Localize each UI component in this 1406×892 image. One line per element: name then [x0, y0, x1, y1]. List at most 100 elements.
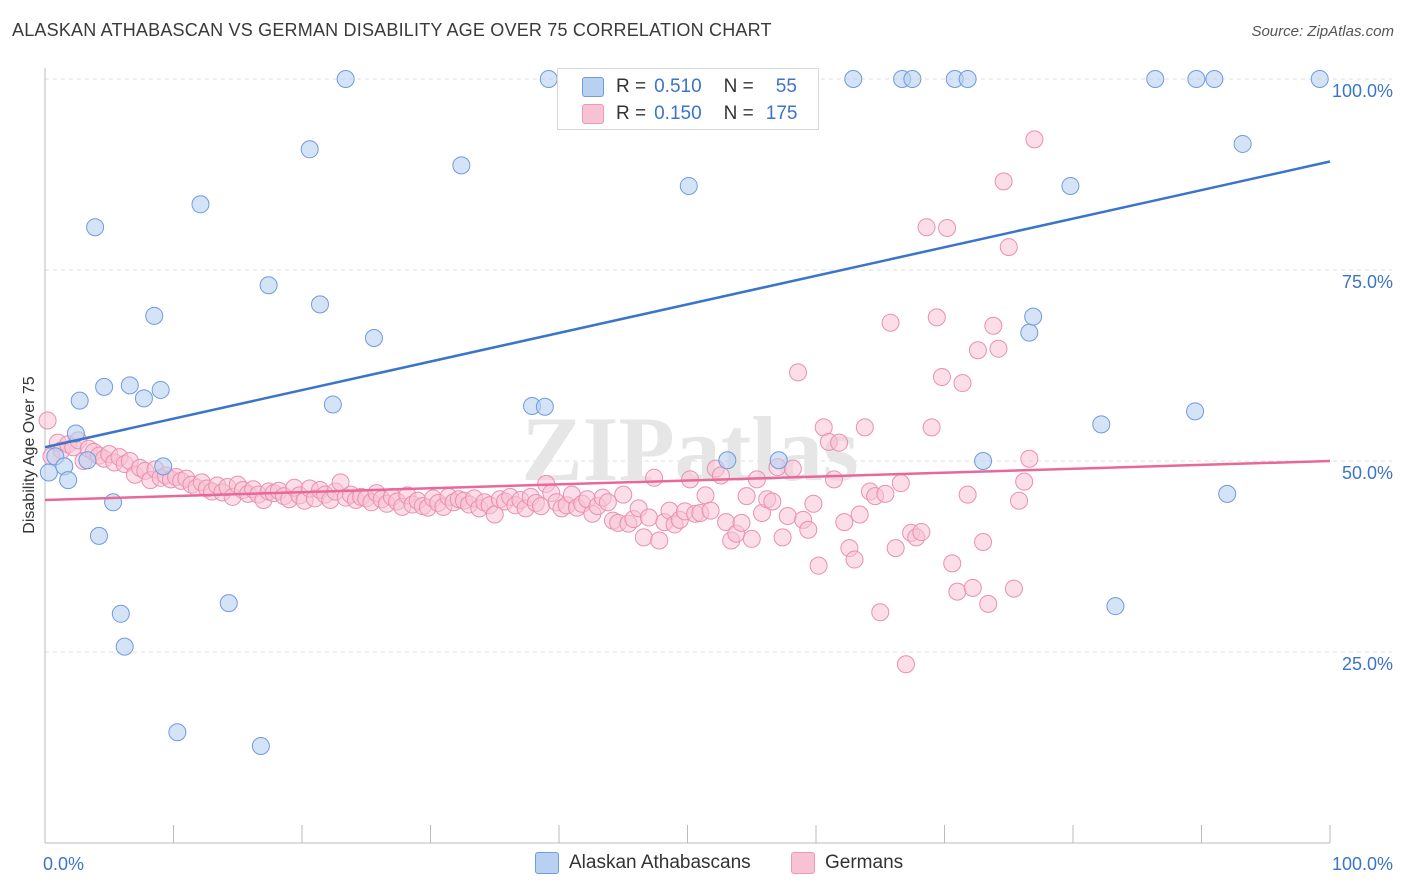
germans-point — [953, 374, 972, 393]
alaskan-athabascans-point — [300, 140, 319, 159]
germans-point — [932, 367, 951, 386]
alaskan-athabascans-point — [111, 604, 130, 623]
germans-point — [598, 493, 617, 512]
alaskan-athabascans-point — [66, 424, 85, 443]
y-tick-label: 100.0% — [1332, 81, 1393, 101]
legend-swatch-blue — [535, 852, 559, 874]
y-tick-label: 75.0% — [1342, 272, 1393, 292]
legend-r-value: 0.510 — [654, 76, 702, 97]
germans-point — [650, 531, 669, 550]
chart-title: ALASKAN ATHABASCAN VS GERMAN DISABILITY … — [12, 20, 772, 40]
alaskan-athabascans-point — [39, 463, 58, 482]
germans-point — [881, 313, 900, 332]
germans-point — [639, 508, 658, 527]
source-label: Source: ZipAtlas.com — [1251, 23, 1394, 40]
alaskan-athabascans-point — [168, 723, 187, 742]
alaskan-athabascans-point — [219, 594, 238, 613]
germans-point — [614, 485, 633, 504]
germans-point — [943, 554, 962, 573]
alaskan-athabascans-point — [336, 70, 355, 88]
germans-point — [917, 218, 936, 237]
germans-point — [891, 474, 910, 493]
alaskan-athabascans-point — [718, 451, 737, 470]
germans-point — [645, 468, 664, 487]
alaskan-athabascans-point — [539, 70, 558, 88]
tick-labels: 25.0% 50.0% 75.0% 100.0% 0.0% 100.0% — [43, 81, 1393, 874]
germans-point — [1015, 472, 1034, 491]
germans-point — [974, 532, 993, 551]
alaskan-athabascans-point — [1106, 597, 1125, 616]
germans-point — [958, 485, 977, 504]
germans-point — [968, 341, 987, 360]
germans-point — [896, 655, 915, 674]
legend-n-label: N = — [723, 103, 754, 124]
alaskan-athabascans-point — [191, 195, 210, 214]
trend-lines — [44, 160, 1331, 502]
alaskan-athabascans-point — [769, 451, 788, 470]
alaskan-athabascans-point — [59, 471, 78, 490]
germans-point — [938, 218, 957, 237]
germans-point — [804, 494, 823, 513]
germans-point — [778, 507, 797, 526]
alaskan-athabascans-point — [1186, 402, 1205, 421]
alaskan-athabascans-point — [120, 376, 139, 395]
alaskan-athabascans-point — [78, 451, 97, 470]
germans-point — [989, 339, 1008, 358]
germans-point — [742, 529, 761, 548]
alaskan-athabascans-point — [145, 306, 164, 325]
germans-point — [948, 582, 967, 601]
alaskan-athabascans-point — [1092, 415, 1111, 434]
alaskan-athabascans-point — [70, 391, 89, 410]
alaskan-athabascans-point — [115, 637, 134, 656]
legend-swatch-pink — [791, 852, 815, 874]
alaskan-athabascans-point — [95, 377, 114, 396]
legend-r-label: R = — [616, 103, 647, 124]
alaskan-athabascans-point — [679, 176, 698, 195]
alaskan-athabascans-point — [364, 328, 383, 347]
alaskan-athabascans-point — [1218, 484, 1237, 503]
germans-trend-line — [44, 459, 1331, 502]
germans-point — [994, 172, 1013, 191]
alaskan-athabascans-point — [86, 218, 105, 237]
legend-row-alaskan-athabascans: R = 0.510 N = 55 — [582, 75, 797, 99]
alaskan-athabascans-point — [323, 395, 342, 414]
alaskan-athabascans-point — [958, 70, 977, 88]
alaskan-athabascans-point — [1310, 70, 1329, 88]
legend-n-value: 55 — [775, 76, 797, 97]
germans-point — [984, 316, 1003, 335]
alaskan-athabascans-point — [1146, 70, 1165, 88]
germans-point — [850, 505, 869, 524]
alaskan-athabascans-trend-line — [44, 160, 1331, 449]
alaskan-athabascans-point — [259, 276, 278, 295]
alaskan-athabascans-point — [151, 380, 170, 399]
y-tick-label: 25.0% — [1342, 654, 1393, 674]
stats-legend: R = 0.510 N = 55 R = 0.150 N = 175 — [557, 68, 819, 130]
alaskan-athabascans-point — [154, 457, 173, 476]
germans-point — [855, 418, 874, 437]
y-tick-label: 50.0% — [1342, 463, 1393, 483]
alaskan-athabascans-point — [1024, 307, 1043, 326]
germans-point — [763, 492, 782, 511]
legend-label-germans: Germans — [825, 852, 904, 873]
germans-point — [773, 528, 792, 547]
series-legend: Alaskan Athabascans Germans — [0, 852, 1406, 876]
germans-point — [1020, 449, 1039, 468]
germans-point — [886, 539, 905, 558]
germans-point — [1004, 579, 1023, 598]
alaskan-athabascans-point — [251, 736, 270, 755]
germans-point — [789, 363, 808, 382]
alaskan-athabascans-point — [974, 452, 993, 470]
legend-item-alaskan-athabascans: Alaskan Athabascans — [535, 852, 751, 874]
x-tick-label-max: 100.0% — [1332, 854, 1393, 874]
alaskan-athabascans-point — [1020, 323, 1039, 342]
germans-point — [1025, 130, 1044, 149]
alaskan-athabascans-point — [310, 295, 329, 314]
germans-point — [799, 520, 818, 539]
germans-point — [912, 523, 931, 542]
germans-point — [634, 528, 653, 547]
alaskan-athabascans-point — [1061, 176, 1080, 195]
legend-n-label: N = — [723, 76, 754, 97]
grid-lines — [45, 78, 1392, 653]
germans-point — [963, 578, 982, 597]
